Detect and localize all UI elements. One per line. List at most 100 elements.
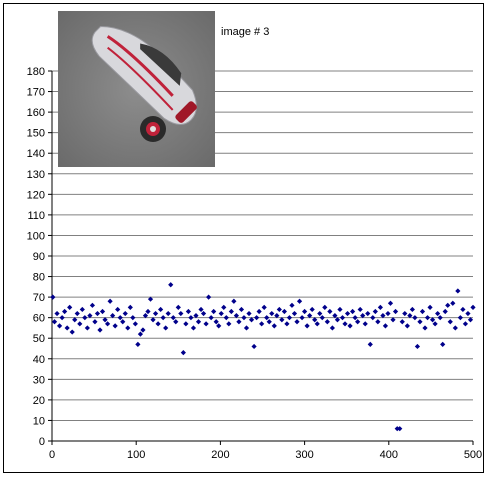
data-point xyxy=(329,325,335,331)
data-point xyxy=(337,306,343,313)
y-tick-label: 60 xyxy=(33,313,45,325)
data-point xyxy=(254,315,260,321)
y-tick-label: 140 xyxy=(27,148,45,160)
data-point xyxy=(56,323,63,329)
y-tick-label: 110 xyxy=(27,210,45,222)
data-point xyxy=(135,341,141,347)
data-point xyxy=(193,313,199,319)
data-point xyxy=(89,302,96,308)
y-tick-labels: 0 10 20 30 40 50 60 70 80 90 100 110 120 130 140 150 160… xyxy=(27,66,45,448)
data-point xyxy=(142,313,149,319)
data-point xyxy=(84,325,90,331)
data-point xyxy=(419,308,426,315)
data-point xyxy=(50,294,56,300)
data-point xyxy=(145,308,151,315)
data-point xyxy=(127,304,133,310)
data-point xyxy=(309,306,315,313)
data-point xyxy=(226,321,232,327)
data-point xyxy=(291,310,298,317)
data-point xyxy=(51,319,58,325)
data-point xyxy=(266,319,272,325)
data-point xyxy=(147,296,154,302)
data-point xyxy=(246,310,252,317)
data-point xyxy=(264,315,270,321)
data-point xyxy=(387,300,394,306)
data-point xyxy=(452,325,458,331)
data-point xyxy=(307,313,313,319)
data-point xyxy=(64,325,70,331)
data-point xyxy=(218,310,224,317)
data-point xyxy=(236,319,242,325)
data-point xyxy=(362,321,368,327)
data-point xyxy=(248,317,255,323)
data-point xyxy=(137,331,144,337)
data-point xyxy=(173,319,179,325)
data-point xyxy=(355,319,361,325)
x-tick-label: 500 xyxy=(464,449,482,461)
data-point xyxy=(241,315,247,321)
data-point xyxy=(243,325,250,331)
data-point xyxy=(259,321,265,327)
data-point xyxy=(432,321,438,327)
data-point xyxy=(77,321,83,327)
data-point xyxy=(152,310,159,317)
x-tick-label: 0 xyxy=(49,449,55,461)
data-point xyxy=(168,282,174,288)
data-point xyxy=(352,315,358,321)
data-point xyxy=(296,298,303,304)
data-point xyxy=(228,308,234,315)
data-point xyxy=(102,317,108,323)
data-point xyxy=(375,319,381,325)
data-point xyxy=(404,323,410,329)
x-tick-label: 200 xyxy=(211,449,229,461)
data-point xyxy=(407,313,413,319)
data-point xyxy=(284,321,290,327)
y-tick-label: 10 xyxy=(33,415,45,427)
data-point xyxy=(327,308,333,315)
data-point xyxy=(122,310,128,317)
data-point xyxy=(319,315,325,321)
data-point xyxy=(457,315,463,321)
data-point xyxy=(422,325,428,331)
data-point xyxy=(163,325,169,331)
data-point xyxy=(92,319,98,325)
data-point xyxy=(261,304,267,310)
data-point xyxy=(150,317,156,323)
data-point xyxy=(360,313,366,319)
data-point xyxy=(344,310,351,317)
data-point xyxy=(140,327,146,333)
data-point xyxy=(414,343,421,350)
y-tick-label: 70 xyxy=(33,292,45,304)
data-point xyxy=(450,300,456,306)
data-point xyxy=(170,315,176,321)
data-point xyxy=(276,306,282,313)
data-point xyxy=(206,294,212,300)
data-point xyxy=(347,323,353,329)
scatter-plot: 0 10 20 30 40 50 60 70 80 90 100 110 120 130 140 150 160… xyxy=(27,66,483,461)
data-point xyxy=(332,313,338,319)
data-point xyxy=(110,313,116,319)
y-tick-label: 100 xyxy=(27,230,45,242)
x-tick-label: 400 xyxy=(380,449,398,461)
data-point xyxy=(312,317,318,323)
data-point xyxy=(67,304,73,310)
y-tick-label: 130 xyxy=(27,169,45,181)
data-point xyxy=(470,304,476,310)
data-point xyxy=(271,323,277,329)
y-tick-label: 20 xyxy=(33,395,45,407)
data-point xyxy=(69,329,75,335)
x-tick-labels: 0 100 200 300 400 500 xyxy=(49,449,482,461)
data-point xyxy=(349,308,356,315)
data-point xyxy=(317,310,323,317)
data-point xyxy=(447,319,453,325)
data-point xyxy=(203,321,209,327)
data-point xyxy=(412,315,418,321)
data-point xyxy=(342,321,348,327)
data-point xyxy=(251,343,257,350)
data-point xyxy=(429,317,436,323)
y-tick-label: 150 xyxy=(27,128,45,140)
data-point xyxy=(104,321,111,327)
data-point xyxy=(281,308,287,315)
data-point xyxy=(160,315,166,321)
data-point xyxy=(97,327,103,333)
